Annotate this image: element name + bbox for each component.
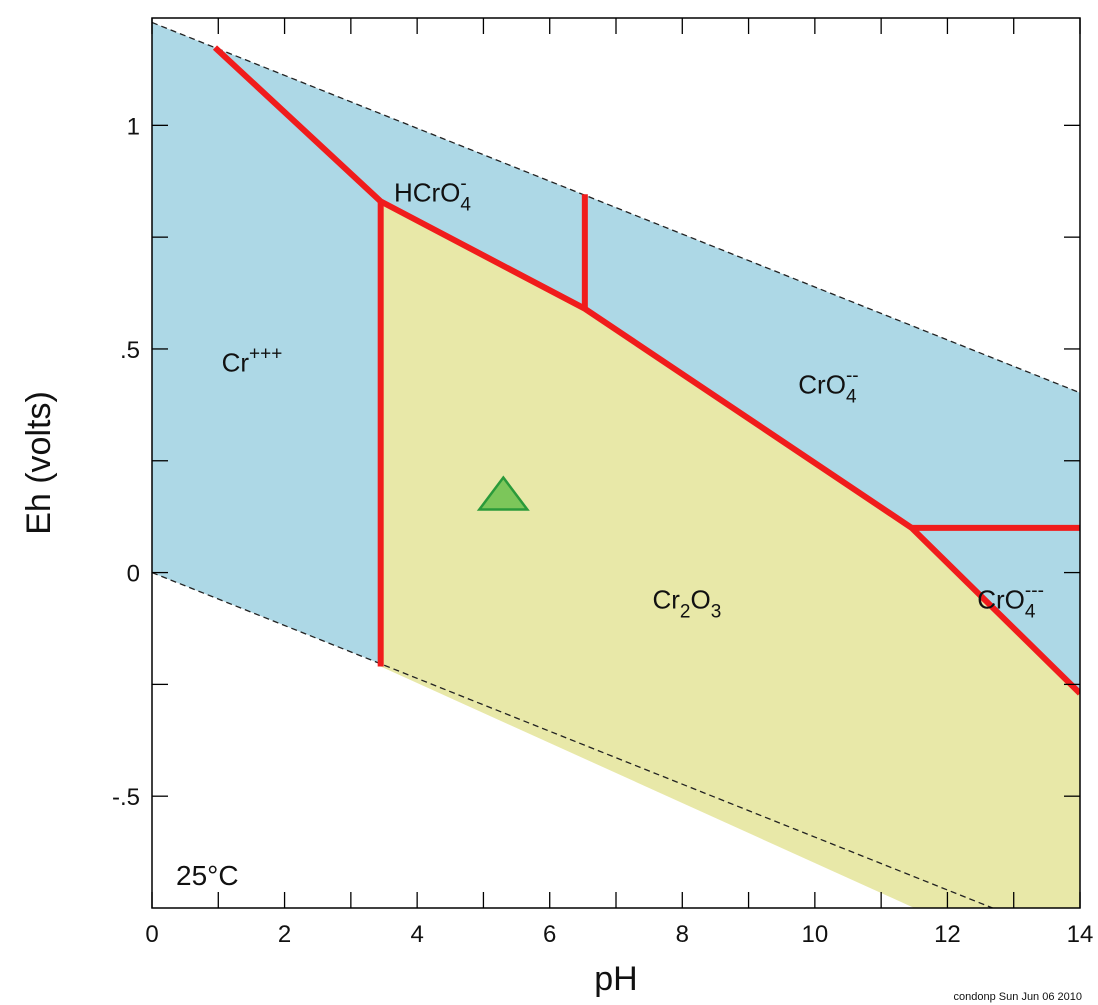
region-label: - bbox=[460, 173, 466, 194]
water-stability-line bbox=[152, 21, 1080, 394]
y-tick-label: 0 bbox=[127, 561, 140, 588]
stability-region bbox=[380, 201, 1080, 908]
point-marker bbox=[476, 475, 530, 511]
water-stability-line bbox=[152, 571, 995, 908]
region-label: 3 bbox=[711, 601, 722, 622]
x-tick-label: 0 bbox=[145, 921, 158, 948]
y-tick-label: -.5 bbox=[112, 784, 140, 811]
x-tick-label: 12 bbox=[934, 921, 961, 948]
y-tick-label: .5 bbox=[120, 337, 140, 364]
x-tick-label: 14 bbox=[1067, 921, 1094, 948]
region-label: 4 bbox=[846, 387, 857, 408]
region-label: CrO bbox=[798, 370, 846, 400]
region-label: 2 bbox=[680, 601, 691, 622]
region-label: +++ bbox=[249, 343, 282, 364]
region-label: -- bbox=[846, 366, 859, 387]
x-tick-label: 4 bbox=[410, 921, 423, 948]
region-label: Cr bbox=[652, 584, 680, 614]
lines bbox=[152, 21, 1080, 908]
x-tick-label: 2 bbox=[278, 921, 291, 948]
y-axis-label: Eh (volts) bbox=[20, 391, 58, 535]
y-tick-label: 1 bbox=[127, 113, 140, 140]
region-label: HCrO bbox=[394, 177, 460, 207]
region-label: 4 bbox=[460, 194, 471, 215]
x-tick-label: 10 bbox=[802, 921, 829, 948]
region-label: CrO bbox=[977, 584, 1025, 614]
axes: 0 2 4 6 8 10 12 14 -.5 0 .5 1 bbox=[112, 17, 1094, 948]
region-label: Cr bbox=[222, 347, 250, 377]
temperature-label: 25°C bbox=[176, 860, 239, 891]
x-axis-label: pH bbox=[594, 960, 637, 998]
region-label: 4 bbox=[1025, 601, 1036, 622]
x-tick-label: 6 bbox=[543, 921, 556, 948]
regions bbox=[152, 22, 1080, 908]
region-label: --- bbox=[1025, 580, 1044, 601]
region-label: O bbox=[690, 584, 710, 614]
footer: condonp Sun Jun 06 2010 bbox=[954, 991, 1082, 1003]
x-tick-label: 8 bbox=[676, 921, 689, 948]
